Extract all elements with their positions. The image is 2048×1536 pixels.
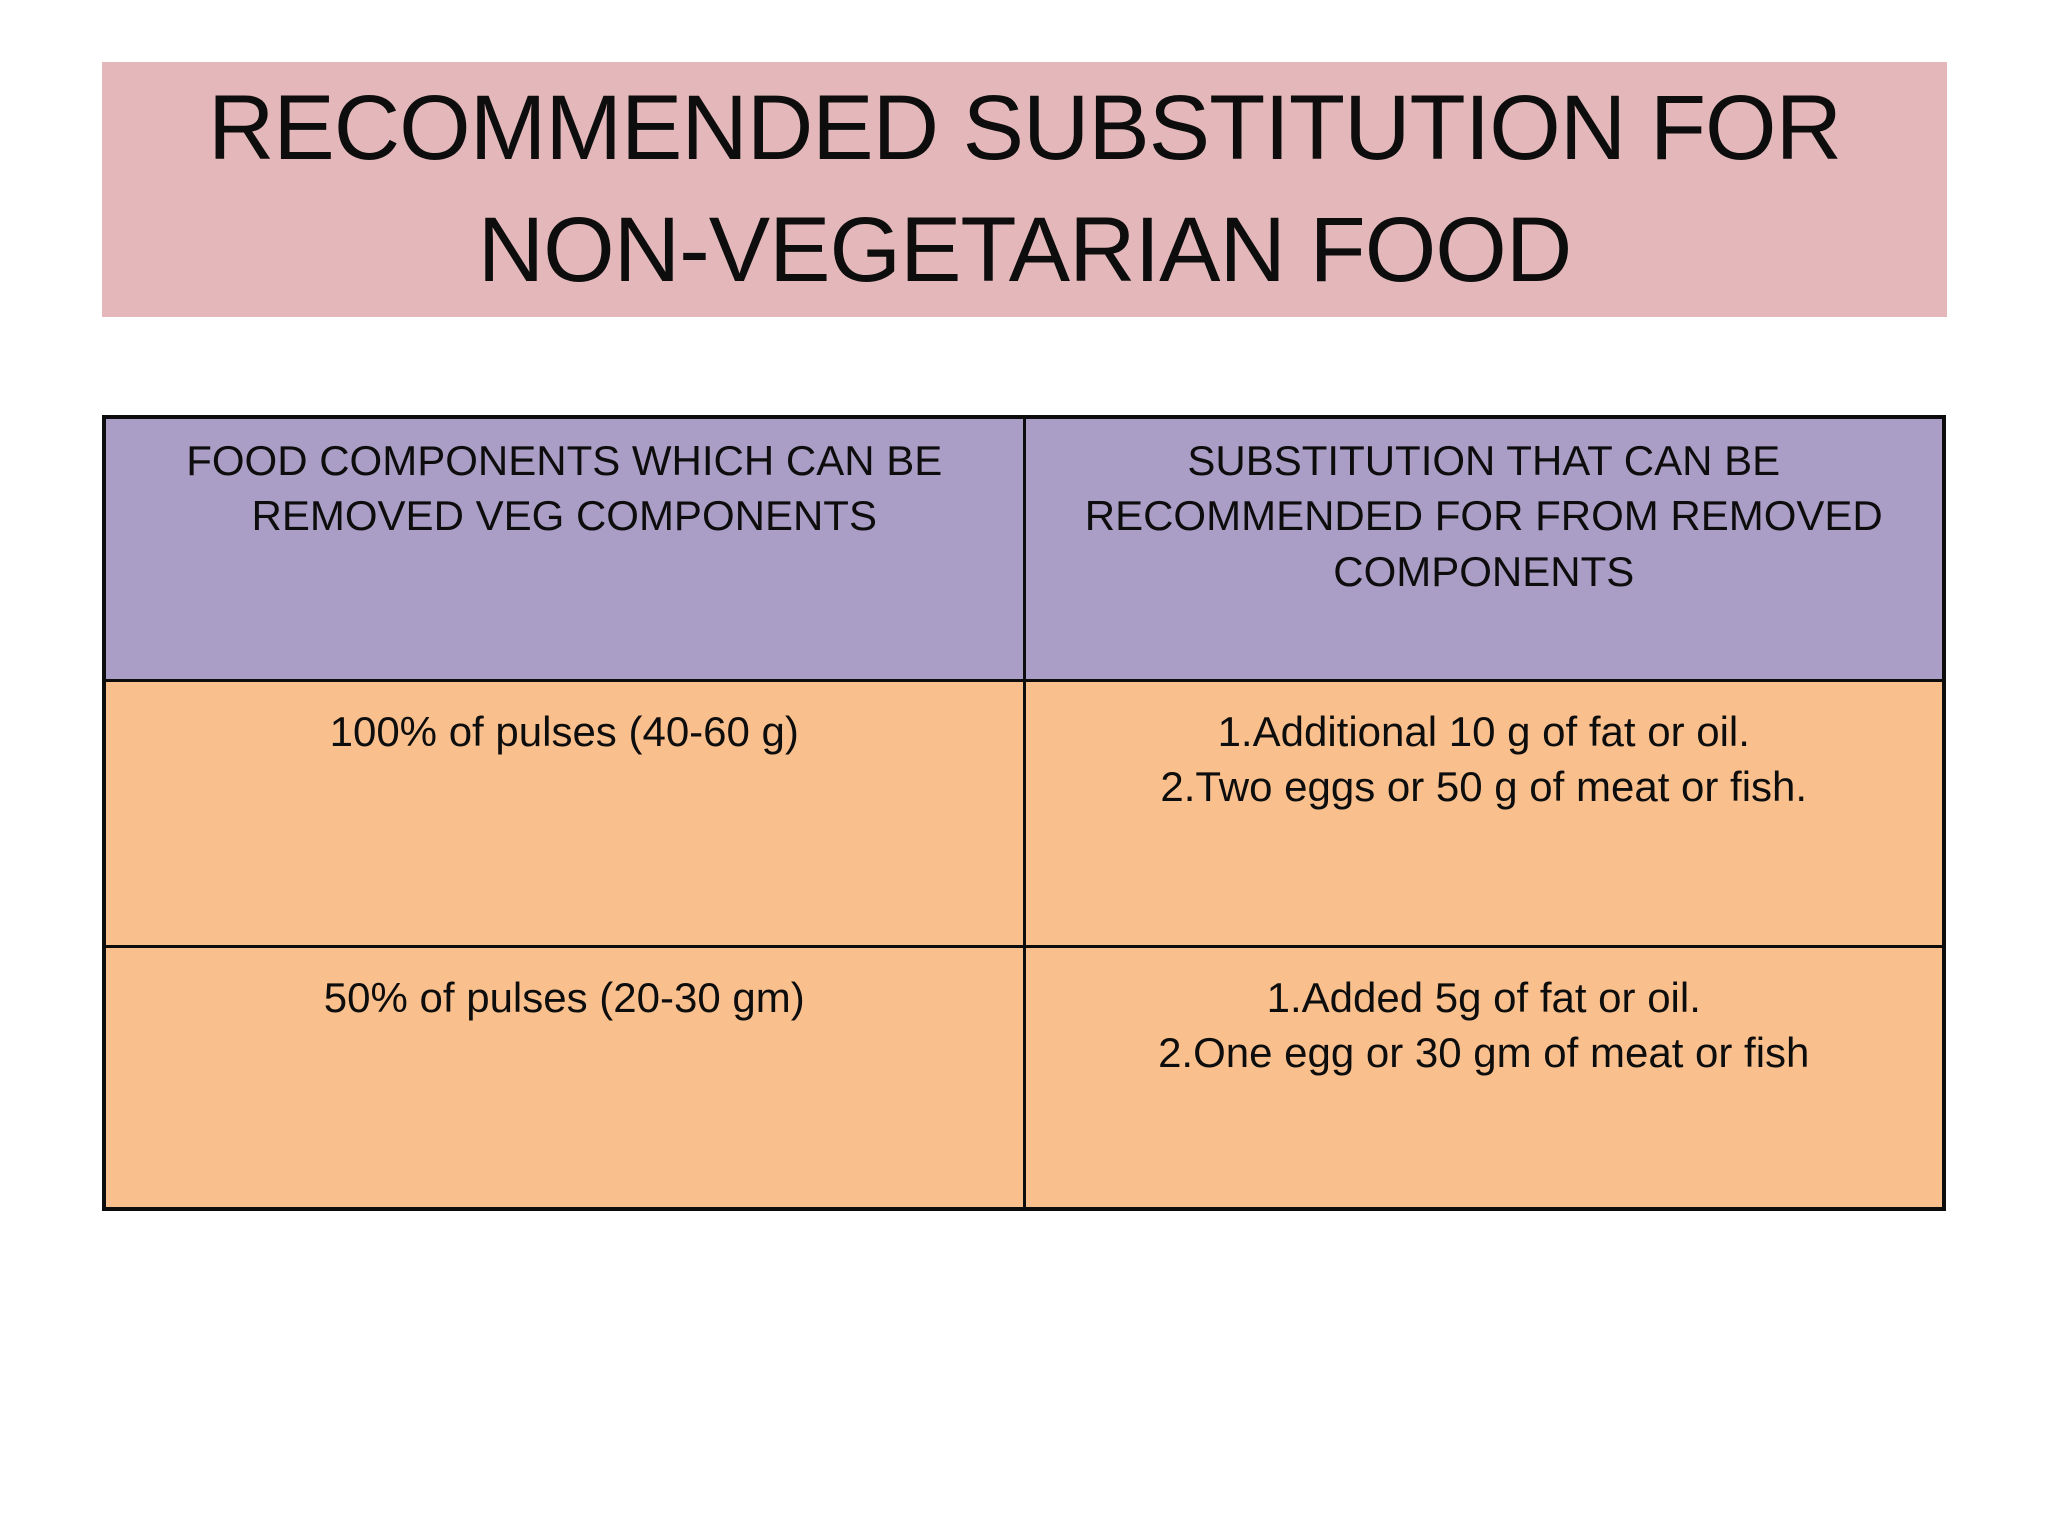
row1-substitution-line-1: 1.Additional 10 g of fat or oil. (1217, 707, 1750, 755)
row1-substitution-line-2: 2.Two eggs or 50 g of meat or fish. (1160, 762, 1808, 810)
row2-substitution-cell: 1.Added 5g of fat or oil. 2.One egg or 3… (1022, 944, 1946, 1211)
table-row: 50% of pulses (20-30 gm) 1.Added 5g of f… (102, 944, 1946, 1211)
header-cell-recommended-substitution: SUBSTITUTION THAT CAN BE RECOMMENDED FOR… (1022, 415, 1946, 682)
row2-substitution-line-2: 2.One egg or 30 gm of meat or fish (1158, 1028, 1810, 1076)
row1-component-cell: 100% of pulses (40-60 g) (102, 678, 1026, 948)
slide-title-banner: RECOMMENDED SUBSTITUTION FOR NON-VEGETAR… (102, 62, 1947, 317)
row2-substitution-line-1: 1.Added 5g of fat or oil. (1266, 973, 1701, 1021)
substitution-table: FOOD COMPONENTS WHICH CAN BE REMOVED VEG… (102, 415, 1946, 1211)
row1-substitution-cell: 1.Additional 10 g of fat or oil. 2.Two e… (1022, 678, 1946, 948)
header-cell-removed-components: FOOD COMPONENTS WHICH CAN BE REMOVED VEG… (102, 415, 1026, 682)
table-row: 100% of pulses (40-60 g) 1.Additional 10… (102, 678, 1946, 948)
table-header-row: FOOD COMPONENTS WHICH CAN BE REMOVED VEG… (102, 415, 1946, 682)
slide-title-line-1: RECOMMENDED SUBSTITUTION FOR (207, 77, 1842, 180)
row2-component-cell: 50% of pulses (20-30 gm) (102, 944, 1026, 1211)
slide-title-line-2: NON-VEGETARIAN FOOD (477, 198, 1573, 301)
